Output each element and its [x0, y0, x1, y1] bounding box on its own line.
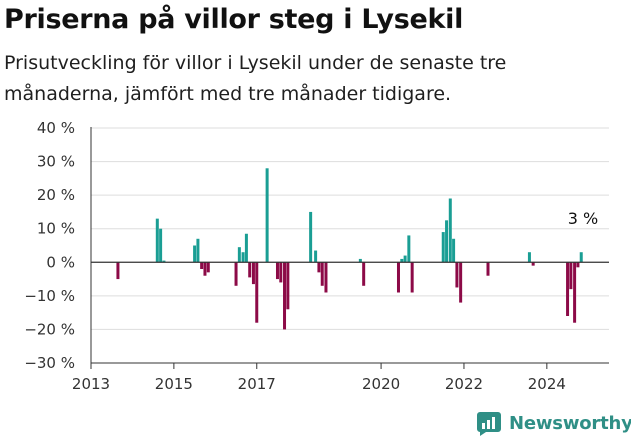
bar: [569, 262, 573, 290]
bar: [455, 262, 459, 288]
bar: [196, 238, 200, 263]
bar: [324, 262, 328, 293]
x-tick-label: 2017: [238, 375, 276, 393]
y-tick-label: 30 %: [37, 153, 75, 171]
y-tick-label: −20 %: [24, 320, 75, 338]
bar: [206, 262, 210, 273]
bar: [162, 260, 166, 263]
chart-title: Priserna på villor steg i Lysekil: [4, 4, 464, 35]
bar: [531, 262, 535, 266]
bar: [410, 262, 414, 293]
grid-lines: [91, 127, 609, 364]
bar: [362, 262, 366, 286]
bar: [234, 262, 238, 286]
bar: [203, 262, 207, 276]
bar: [116, 262, 120, 280]
bar: [566, 262, 570, 316]
bar: [155, 218, 159, 263]
y-tick-label: 0 %: [46, 253, 75, 271]
bar: [320, 262, 324, 286]
bar: [255, 262, 259, 323]
bar: [452, 238, 456, 263]
newsworthy-logo: Newsworthy: [476, 408, 631, 438]
bar: [403, 255, 407, 263]
x-tick-label: 2013: [72, 375, 110, 393]
bar: [286, 262, 290, 310]
bar: [527, 252, 531, 263]
bar: [237, 247, 241, 263]
bar: [251, 262, 255, 285]
bar: [445, 220, 449, 263]
y-tick-label: 40 %: [37, 119, 75, 137]
latest-value-annotation: 3 %: [568, 209, 598, 228]
bar: [396, 262, 400, 293]
bar: [159, 228, 163, 263]
bar: [407, 235, 411, 263]
bar: [579, 252, 583, 263]
bar: [573, 262, 577, 323]
bar: [200, 262, 204, 269]
chart-subtitle: Prisutveckling för villor i Lysekil unde…: [4, 52, 507, 105]
bar: [193, 245, 197, 263]
bar-series: [116, 168, 583, 330]
bar: [441, 232, 445, 263]
bar: [358, 258, 362, 263]
bar: [400, 258, 404, 263]
bar: [486, 262, 490, 276]
bar: [283, 262, 287, 330]
x-tick-label: 2024: [528, 375, 566, 393]
bar: [314, 250, 318, 263]
bar: [576, 262, 580, 268]
newsworthy-logo-text: Newsworthy: [509, 412, 631, 434]
bar: [448, 198, 452, 263]
newsworthy-logo-icon: [477, 412, 501, 436]
bar: [248, 262, 252, 278]
chart-axes: [90, 127, 609, 369]
bar: [317, 262, 321, 273]
bar: [459, 262, 463, 303]
bar: [241, 252, 245, 263]
y-tick-label: −10 %: [24, 287, 75, 305]
tick-labels: 40 % 30 % 20 % 10 % 0 % −10 % −20 % −30 % 2013 20…: [24, 119, 598, 393]
y-tick-label: 10 %: [37, 220, 75, 238]
bar: [279, 262, 283, 283]
bar: [265, 168, 269, 263]
bar: [309, 211, 313, 263]
x-tick-label: 2022: [445, 375, 483, 393]
bar: [244, 233, 248, 263]
y-tick-label: 20 %: [37, 186, 75, 204]
x-tick-label: 2020: [362, 375, 400, 393]
y-tick-label: −30 %: [24, 354, 75, 372]
bar: [275, 262, 279, 280]
x-tick-label: 2015: [155, 375, 193, 393]
